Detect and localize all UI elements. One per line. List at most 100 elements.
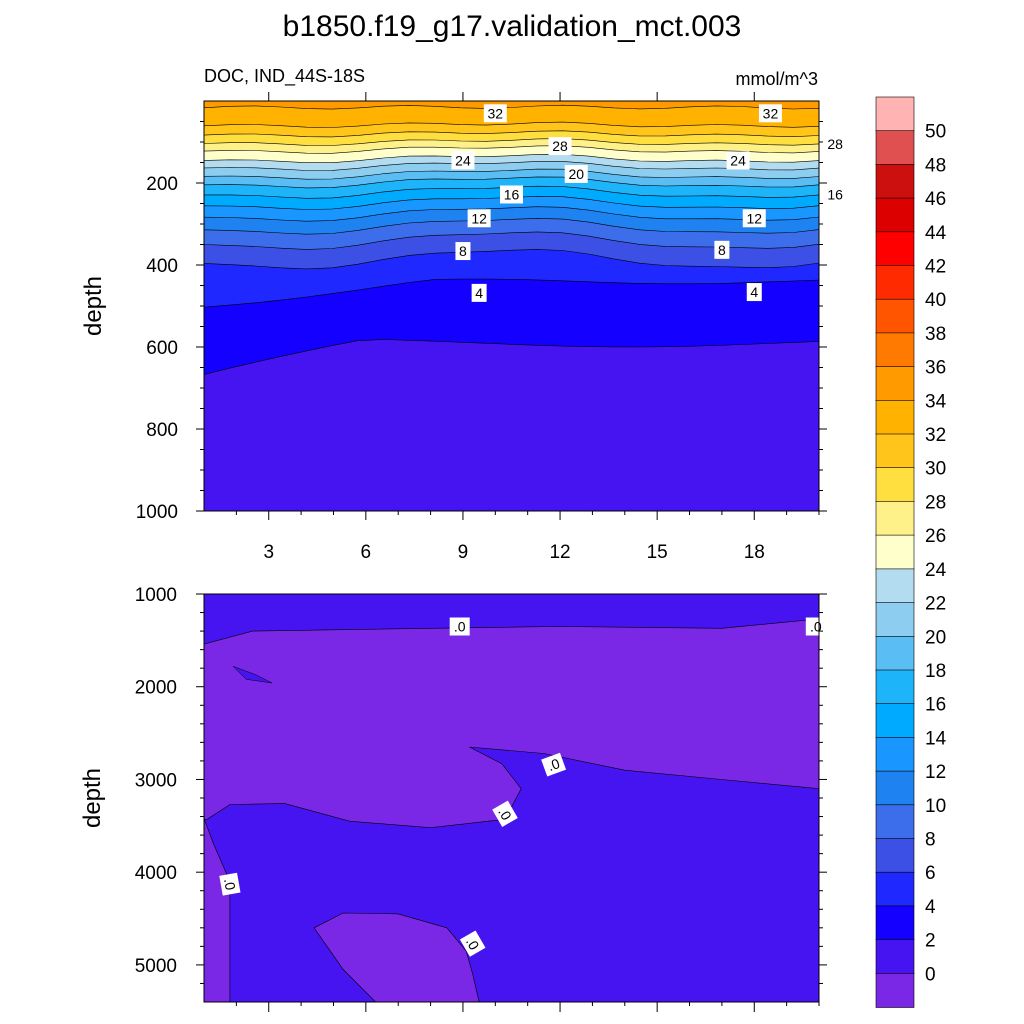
bottom-contour-label-box [219, 872, 241, 896]
colorbar-swatch [875, 669, 915, 705]
colorbar-swatch [875, 130, 915, 166]
bottom-contour-label-group: .0 [449, 617, 470, 636]
top-y-tick-label: 600 [146, 338, 178, 359]
top-contour-label-box [500, 185, 523, 204]
top-contour-fill [204, 101, 819, 511]
colorbar-swatch [875, 332, 915, 368]
colorbar-swatch [875, 501, 915, 536]
bottom-contour-label: .0 [810, 619, 822, 635]
top-contour-label: 24 [730, 152, 746, 168]
colorbar-label: 50 [925, 122, 946, 143]
top-contour-line-12 [203, 206, 820, 222]
chart-title: b1850.f19_g17.validation_mct.003 [283, 10, 742, 43]
colorbar-label: 8 [925, 830, 936, 851]
top-contour-label-box [548, 137, 572, 156]
top-contour-line-28 [203, 138, 820, 146]
top-contour-label: 8 [718, 242, 726, 258]
top-contour-label: 28 [552, 138, 568, 154]
top-contour-label: 12 [471, 210, 487, 226]
bottom-y-tick-label: 3000 [135, 770, 177, 791]
bottom-contour-label: .0 [221, 877, 239, 891]
colorbar-swatch [875, 770, 915, 806]
colorbar-swatch [875, 568, 915, 604]
colorbar-label: 10 [925, 796, 946, 817]
top-contour-line-24 [203, 153, 820, 163]
top-panel: DOC, IND_44S-18S mmol/m^3 32 28 24 20 16 12 8 4… [80, 66, 847, 563]
bottom-contour-fill [203, 594, 820, 1003]
top-contour-line-26 [203, 145, 820, 154]
top-x-tick-label: 18 [744, 542, 765, 563]
bottom-contour-labels: .0 .0 .0 .0 .0 .0 [219, 617, 826, 957]
colorbar-swatch [875, 164, 915, 199]
top-contour-label-box [564, 164, 588, 183]
top-contour-label-box [467, 209, 491, 228]
colorbar-swatch [875, 972, 915, 1008]
bottom-contour-label-group: .0 [492, 800, 518, 827]
top-contour-line-22 [203, 161, 820, 171]
colorbar-swatch [875, 635, 915, 671]
colorbar-label: 42 [925, 257, 946, 278]
top-contour-line-2 [203, 339, 820, 375]
top-contour-line-34 [203, 104, 820, 110]
colorbar-swatch [875, 399, 915, 435]
colorbar-swatch [875, 96, 915, 132]
top-x-tick-label: 15 [647, 542, 668, 563]
colorbar-swatch [875, 298, 915, 334]
colorbar-label: 16 [925, 695, 946, 716]
top-contour-label: 16 [827, 186, 843, 202]
top-contour-line-10 [203, 218, 820, 235]
colorbar-swatch [875, 939, 915, 975]
top-contour-label-box [483, 104, 507, 123]
colorbar-label: 22 [925, 594, 946, 615]
bottom-y-tick-label: 4000 [135, 863, 177, 884]
colorbar-label: 26 [925, 526, 946, 547]
bottom-panel: .0 .0 .0 .0 .0 .0 1000 2000 3000 4000 5000 depth [79, 585, 827, 1012]
colorbar-swatch [875, 905, 915, 941]
top-axes: 200 400 600 800 1000 3 6 9 12 15 18 [136, 92, 827, 563]
colorbar-label: 44 [925, 223, 947, 244]
top-contour-label-box [746, 283, 762, 302]
top-subtitle-left: DOC, IND_44S-18S [204, 66, 365, 87]
top-contour-line-20 [203, 168, 820, 180]
colorbar-swatch [875, 433, 915, 469]
colorbar-swatch [875, 838, 915, 874]
bottom-small-region [232, 666, 273, 684]
bottom-contour-label-group: .0 [805, 617, 826, 636]
bottom-y-tick-label: 1000 [135, 585, 177, 606]
colorbar-swatch [875, 366, 915, 402]
top-contour-label-box [455, 242, 471, 261]
colorbar-swatch [875, 231, 915, 267]
top-contour-label: 24 [455, 152, 471, 168]
bottom-contour-label-group: .0 [219, 872, 241, 896]
bottom-y-tick-label: 5000 [135, 956, 177, 977]
top-contour-label-box [823, 185, 847, 204]
colorbar-swatch [875, 871, 915, 907]
colorbar-swatch [875, 197, 915, 233]
colorbar-label: 28 [925, 492, 946, 513]
top-contour-labels: 32 28 24 20 16 12 8 4 32 28 24 16 12 8 4 [451, 104, 847, 302]
bottom-contour-label: .0 [545, 755, 562, 774]
top-band-34 [204, 101, 819, 110]
bottom-contour-label-group: .0 [459, 930, 486, 957]
top-contour-label: 8 [459, 243, 467, 259]
bottom-axes: 1000 2000 3000 4000 5000 [135, 585, 827, 1012]
top-subtitle-right: mmol/m^3 [736, 69, 818, 89]
colorbar-label: 14 [925, 728, 947, 749]
bottom-contour-label-box [459, 930, 486, 957]
bottom-contour-label: .0 [454, 619, 466, 635]
top-contour-label-box [471, 283, 487, 302]
colorbar-label: 6 [925, 863, 936, 884]
top-contour-label: 20 [568, 166, 584, 182]
colorbar-label: 30 [925, 459, 946, 480]
colorbar-label: 38 [925, 324, 946, 345]
top-contour-label: 32 [763, 105, 779, 121]
top-contour-line-6 [203, 249, 820, 270]
colorbar-swatch [875, 737, 915, 772]
bottom-deep-negative-region [313, 912, 480, 1003]
top-contour-line-30 [203, 130, 820, 138]
colorbar-label: 32 [925, 425, 946, 446]
top-contour-line-4 [203, 278, 820, 308]
colorbar-label: 0 [925, 964, 936, 985]
colorbar-swatch [875, 534, 915, 570]
colorbar-label: 34 [925, 391, 947, 412]
